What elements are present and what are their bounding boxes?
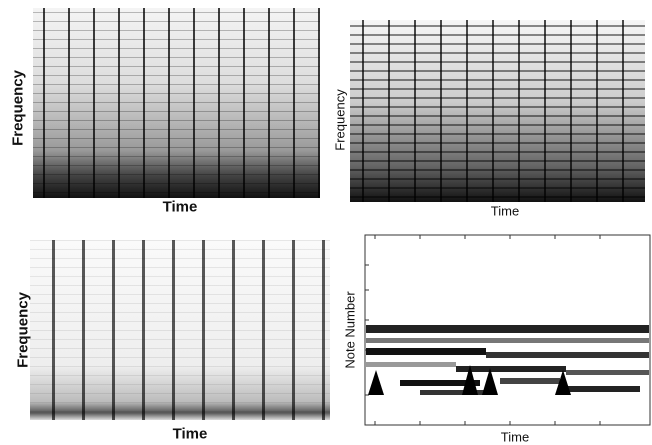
- x-axis-label: Time: [500, 429, 530, 445]
- spectrogram: [30, 240, 330, 420]
- y-axis-label: Frequency: [332, 89, 348, 151]
- ticks: [365, 235, 601, 425]
- x-axis-label: Time: [490, 203, 520, 219]
- x-axis-label: Time: [172, 425, 208, 443]
- x-axis-label: Time: [162, 198, 198, 216]
- note-bands: [366, 325, 649, 395]
- y-axis-label: Note Number: [342, 291, 358, 369]
- spectrogram: [33, 8, 320, 198]
- y-axis-label: Frequency: [9, 70, 27, 146]
- spectrogram: [350, 20, 645, 202]
- y-axis-label: Frequency: [14, 292, 32, 368]
- note-plot: [364, 234, 651, 426]
